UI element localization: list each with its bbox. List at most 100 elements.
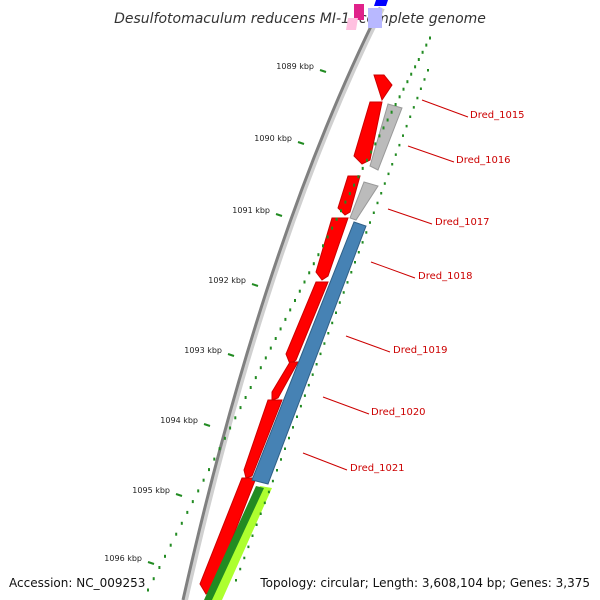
inner-scale-dot: [315, 363, 318, 366]
scale-dot: [259, 366, 262, 370]
inner-scale-dot: [412, 106, 415, 109]
kbp-tick-label: 1092 kbp: [208, 276, 246, 285]
gene-label-dred-1015: Dred_1015: [470, 110, 525, 121]
gene-label-leader: [421, 99, 469, 118]
inner-scale-dot: [323, 342, 326, 345]
kbp-tick-mark: [251, 283, 259, 287]
kbp-tick-label: 1091 kbp: [232, 206, 270, 215]
gene-label-leader: [322, 396, 370, 415]
scale-dot: [223, 436, 226, 440]
inner-scale-dot: [423, 78, 426, 81]
scale-dot: [180, 521, 183, 525]
inner-scale-dot: [331, 321, 334, 325]
scale-dot: [425, 43, 428, 47]
scale-dot: [284, 317, 287, 321]
kbp-tick-mark: [297, 141, 305, 145]
scale-dot: [249, 386, 252, 389]
inner-scale-dot: [280, 458, 282, 461]
scale-dot: [378, 134, 381, 138]
inner-scale-dot: [255, 523, 258, 526]
scale-dot: [308, 271, 311, 275]
scale-dot: [317, 253, 320, 257]
inner-scale-dot: [267, 490, 270, 494]
scale-dot: [147, 588, 149, 592]
scale-dot: [218, 447, 221, 451]
inner-scale-dot: [338, 301, 341, 304]
scale-dot: [289, 308, 292, 312]
scale-dot: [279, 327, 282, 331]
kbp-tick-mark: [275, 213, 283, 217]
top-feature-magenta: [354, 4, 364, 20]
inner-scale-dot: [235, 579, 237, 582]
scale-dot: [294, 299, 296, 302]
accession-label: Accession: NC_009253: [9, 576, 146, 590]
scale-dot: [382, 126, 385, 130]
inner-scale-dot: [319, 352, 322, 356]
inner-scale-dot: [303, 394, 306, 397]
cds-reverse-gray-2: [349, 181, 379, 221]
inner-scale-dot: [365, 231, 368, 234]
kbp-tick-mark: [203, 423, 211, 427]
inner-scale-dot: [284, 447, 286, 450]
scale-dot: [348, 192, 351, 196]
scale-dot: [197, 489, 200, 493]
cds-downstream-light: [210, 486, 272, 600]
scale-dot: [158, 566, 161, 569]
scale-dot: [312, 262, 315, 266]
inner-scale-dot: [350, 271, 353, 274]
inner-scale-dot: [239, 567, 242, 571]
scale-dot: [417, 58, 420, 61]
scale-dot: [340, 209, 342, 213]
scale-dot: [365, 158, 368, 162]
scale-dot: [186, 510, 189, 514]
gene-label-dred-1016: Dred_1016: [456, 155, 511, 166]
scale-dot: [398, 95, 401, 99]
scale-dot: [394, 103, 397, 106]
inner-scale-dot: [376, 201, 379, 205]
genome-backbone: [181, 7, 382, 600]
scale-dot: [254, 376, 257, 380]
scale-dot: [344, 200, 347, 204]
gene-label-dred-1019: Dred_1019: [393, 345, 448, 356]
cds-downstream-dark: [204, 486, 264, 600]
topology-summary: Topology: circular; Length: 3,608,104 bp…: [260, 576, 590, 590]
cds-forward-4: [315, 217, 349, 281]
kbp-tick-label: 1089 kbp: [276, 62, 314, 71]
map-title: Desulfotomaculum reducens MI-1, complete…: [114, 11, 486, 27]
inner-scale-dot: [288, 436, 290, 440]
scale-dot: [274, 337, 277, 340]
inner-scale-dot: [354, 261, 356, 264]
scale-dot: [370, 150, 373, 154]
scale-dot: [264, 356, 267, 360]
inner-scale-dot: [372, 211, 375, 214]
top-feature-blue: [374, 0, 388, 6]
scale-dot: [152, 577, 155, 581]
gene-label-dred-1018: Dred_1018: [418, 271, 473, 282]
gene-label-dred-1017: Dred_1017: [435, 217, 490, 228]
inner-scale-dot: [292, 426, 294, 429]
inner-scale-dot: [361, 241, 364, 244]
scale-dot: [402, 87, 405, 91]
kbp-tick-label: 1090 kbp: [254, 134, 292, 143]
gene-label-dred-1021: Dred_1021: [350, 463, 405, 474]
scale-dot: [357, 175, 360, 179]
scale-dot: [421, 50, 424, 54]
top-feature-pink: [346, 18, 358, 30]
scale-dot: [353, 183, 356, 187]
scale-dot: [191, 500, 194, 504]
inner-scale-dot: [405, 124, 408, 128]
gene-label-leader: [302, 452, 348, 471]
cds-forward-7: [243, 399, 283, 479]
inner-scale-dot: [402, 134, 404, 137]
inner-scale-dot: [427, 69, 429, 72]
inner-scale-dot: [307, 383, 310, 387]
kbp-tick-mark: [227, 353, 235, 357]
inner-scale-dot: [409, 115, 412, 118]
inner-scale-dot: [296, 415, 298, 418]
kbp-tick-label: 1095 kbp: [132, 486, 170, 495]
inner-scale-dot: [357, 251, 360, 254]
kbp-tick-label: 1096 kbp: [104, 554, 142, 563]
gene-label-leader: [370, 261, 416, 279]
scale-dot: [374, 142, 377, 146]
scale-dot: [386, 118, 389, 122]
